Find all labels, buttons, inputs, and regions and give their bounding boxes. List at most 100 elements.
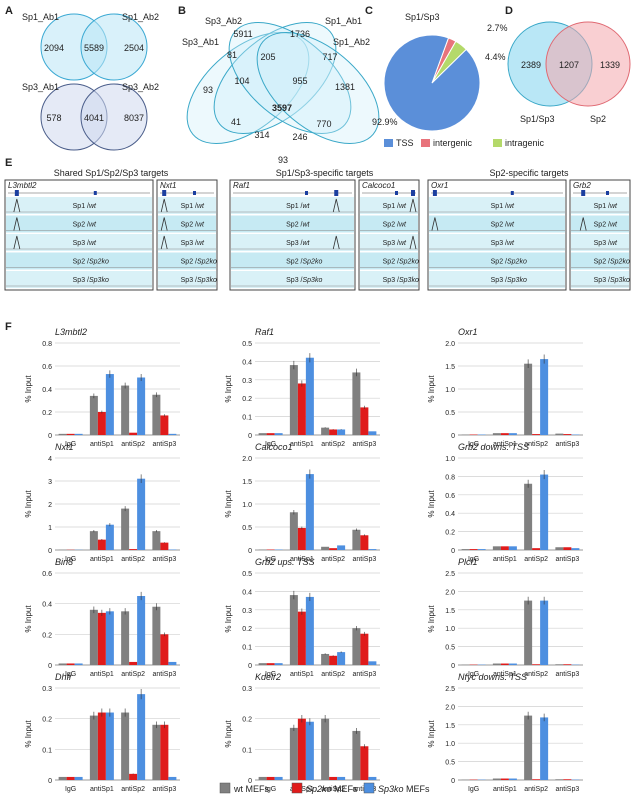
y-axis-label: % Input <box>24 720 33 748</box>
track-label-genotype: wt <box>399 240 407 247</box>
venn-sp3-overlap-count: 4041 <box>84 113 104 123</box>
pie-chart: Sp1/Sp3 2.7% 4.4% 92.9% TSS intergenic intrage… <box>372 12 545 148</box>
venn-sp1-overlap-count: 5589 <box>84 43 104 53</box>
bar <box>168 661 177 665</box>
bar <box>555 779 564 780</box>
track-label-genotype: Sp3ko <box>89 277 109 284</box>
x-tick-label: IgG <box>265 441 276 448</box>
bar <box>337 652 346 665</box>
chart-title: Calcoco1 <box>255 442 293 452</box>
x-tick-label: IgG <box>65 786 76 793</box>
y-tick-label: 0.5 <box>445 760 455 767</box>
chart-title: Oxr1 <box>458 327 478 337</box>
chart-title: Raf1 <box>255 327 274 337</box>
bar-chart-8: Plcl1 0 0.5 1.0 1.5 2.0 2.5 % Input IgG antiSp1 an… <box>427 557 583 678</box>
y-axis-label: % Input <box>224 605 233 633</box>
x-tick-label: IgG <box>265 556 276 563</box>
bar <box>500 546 509 550</box>
bar <box>97 539 106 550</box>
bar <box>274 433 283 435</box>
bar <box>360 633 369 665</box>
bar <box>160 724 169 780</box>
x-tick-label: antiSp2 <box>121 671 145 678</box>
y-tick-label: 0 <box>248 548 252 555</box>
bar <box>305 357 314 435</box>
track-row <box>6 271 152 288</box>
bar <box>337 545 346 550</box>
bar-chart-3: Nxt1 0 1 2 3 4 % Input IgG antiSp1 antiSp2 antiSp3 <box>24 442 180 563</box>
track-label-genotype: wt <box>610 222 618 229</box>
y-tick-label: 0 <box>48 663 52 670</box>
chart-title: Nfyc downs. TSS <box>458 672 527 682</box>
track-label: Sp2 / <box>594 259 610 266</box>
track-label-genotype: Sp3ko <box>610 277 630 284</box>
bar <box>89 531 98 550</box>
y-tick-label: 0 <box>451 663 455 670</box>
x-tick-label: antiSp2 <box>321 441 345 448</box>
bar <box>329 429 338 435</box>
venn-sp2-circle <box>545 21 631 107</box>
bar <box>66 433 75 435</box>
bar <box>58 433 67 435</box>
bar-chart-10: Kdelr2 0 0.1 0.2 0.3 % Input IgG antiSp1 antiSp2… <box>224 672 380 793</box>
gene-exon <box>581 190 586 196</box>
x-tick-label: antiSp1 <box>493 786 517 793</box>
track-row <box>6 234 152 251</box>
bar <box>137 596 146 665</box>
legend-swatch <box>363 782 375 794</box>
track-row <box>231 215 354 233</box>
bar <box>492 663 501 665</box>
y-tick-label: 2.0 <box>445 704 455 711</box>
x-tick-label: antiSp2 <box>321 671 345 678</box>
y-tick-label: 0 <box>48 548 52 555</box>
bar <box>152 531 161 550</box>
track-row <box>6 252 152 270</box>
chart-title: L3mbtl2 <box>55 327 87 337</box>
track-label: Sp2 / <box>286 259 302 266</box>
bar <box>368 431 377 435</box>
track-label-genotype: wt <box>197 240 205 247</box>
y-tick-label: 0.5 <box>242 341 252 348</box>
y-tick-label: 1.0 <box>445 387 455 394</box>
bar <box>129 432 138 435</box>
gene-exon <box>305 191 308 195</box>
track-group-title: Shared Sp1/Sp2/Sp3 targets <box>54 168 169 178</box>
y-tick-label: 0.2 <box>242 626 252 633</box>
y-tick-label: 0.2 <box>242 717 252 724</box>
venn-region-count: 93 <box>278 155 288 165</box>
bar <box>563 779 572 780</box>
track-label: Sp2 / <box>73 222 89 229</box>
track-row <box>429 234 565 251</box>
bar-chart-5: Grb2 downs. TSS 0 0.2 0.4 0.6 0.8 1.0 % Input Ig… <box>427 442 583 563</box>
panel-letter-A: A <box>5 5 13 17</box>
bar <box>258 433 267 435</box>
panel-letter-D: D <box>505 5 513 17</box>
bar <box>168 433 177 435</box>
venn-region-count: 1381 <box>335 82 355 92</box>
venn-sp13-label: Sp1/Sp3 <box>520 114 555 124</box>
venn-label-sp1-ab1: Sp1_Ab1 <box>325 16 362 26</box>
bar <box>524 600 533 665</box>
bar <box>89 715 98 780</box>
y-tick-label: 0 <box>451 778 455 785</box>
y-tick-label: 1.5 <box>445 364 455 371</box>
bar-chart-11: Nfyc downs. TSS 0 0.5 1.0 1.5 2.0 2.5 % Input Ig… <box>427 672 583 793</box>
bar <box>321 427 330 435</box>
bar <box>540 474 549 550</box>
venn-ellipse-3 <box>228 21 352 135</box>
bar-chart-9: Dhfr 0 0.1 0.2 0.3 % Input IgG antiSp1 antiSp2 an… <box>24 672 180 793</box>
track-label: Sp3 / <box>73 240 89 247</box>
y-tick-label: 0.8 <box>42 341 52 348</box>
track-label-genotype: Sp2ko <box>89 259 109 266</box>
track-row <box>429 271 565 288</box>
bar <box>532 779 541 780</box>
x-tick-label: antiSp2 <box>121 441 145 448</box>
x-tick-label: antiSp3 <box>153 786 177 793</box>
panel-letter-C: C <box>365 5 373 17</box>
bar <box>129 773 138 780</box>
track-peak <box>332 198 340 213</box>
panel-letter-E: E <box>5 157 12 169</box>
bar <box>168 776 177 780</box>
track-label-genotype: wt <box>507 240 515 247</box>
